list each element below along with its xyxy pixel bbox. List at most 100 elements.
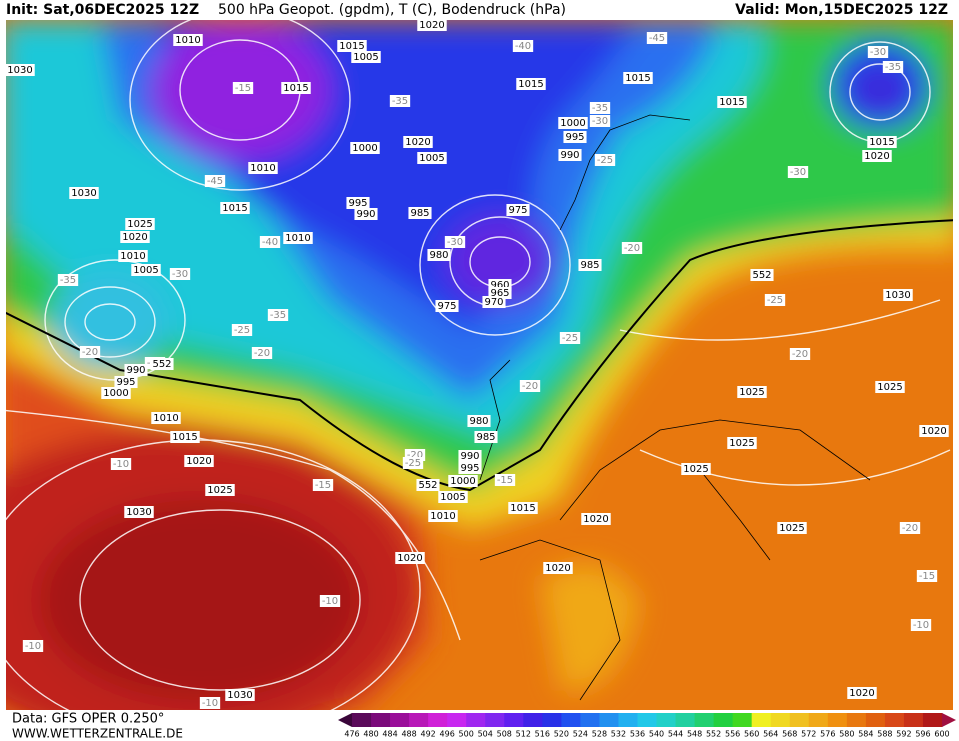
isobar-label-text: 1015 <box>283 83 308 94</box>
isobar-label: 1030 <box>883 289 913 301</box>
isobar-label-text: 1020 <box>921 426 946 437</box>
isobar-label-box <box>248 162 278 174</box>
isobar-label-text: 1010 <box>153 413 178 424</box>
colorbar-segment <box>542 713 562 727</box>
isobar-label-box <box>351 51 381 63</box>
isotherm-label-text: -25 <box>405 458 421 469</box>
isobar-label: 995 <box>114 376 138 388</box>
isotherm-label: -35 <box>389 95 411 107</box>
website: WWW.WETTERZENTRALE.DE <box>12 727 183 741</box>
isobar-label: 1010 <box>248 162 278 174</box>
isobar-label-text: 1015 <box>339 41 364 52</box>
isobar-label-box <box>438 491 468 503</box>
geopotential-label: 552 <box>150 358 174 370</box>
isobar-label-box <box>124 506 154 518</box>
isobar-label-text: 980 <box>429 250 448 261</box>
colorbar-tick-label: 560 <box>744 730 759 739</box>
isobar-label-text: 1005 <box>419 153 444 164</box>
isotherm-label-text: -25 <box>234 325 250 336</box>
isobar-label-text: 975 <box>508 205 527 216</box>
isobar-label: 1005 <box>131 264 161 276</box>
isotherm-label-box <box>512 40 534 52</box>
isobar-label-box <box>427 249 451 261</box>
isotherm-label-text: -20 <box>902 523 918 534</box>
isobar-label: 980 <box>427 249 451 261</box>
isotherm-label-box <box>402 457 424 469</box>
geopotential-label-box <box>416 479 440 491</box>
isotherm-label-text: -20 <box>792 349 808 360</box>
isotherm-label: -35 <box>267 309 289 321</box>
isotherm-label: -45 <box>646 32 668 44</box>
isotherm-label-box <box>319 595 341 607</box>
isotherm-label: -30 <box>787 166 809 178</box>
map-labels: 1010 1015 1005 1020 1030 1015 1015 1015 1015 1010… <box>5 19 949 709</box>
isobar-label-box <box>5 64 35 76</box>
isobar-label: 985 <box>578 259 602 271</box>
isobar-label-box <box>428 510 458 522</box>
isobar-label-box <box>114 376 138 388</box>
isobar-label-box <box>458 450 482 462</box>
isotherm-label: -45 <box>204 175 226 187</box>
isobar-label: 1010 <box>428 510 458 522</box>
isotherm-label-text: -15 <box>315 480 331 491</box>
isobar-label-text: 1015 <box>222 203 247 214</box>
valid-time: Valid: Mon,15DEC2025 12Z <box>735 2 948 18</box>
isobar-label: 1015 <box>170 431 200 443</box>
isobar-label: 975 <box>435 300 459 312</box>
colorbar-segment <box>808 713 829 727</box>
isobar-label-box <box>458 462 482 474</box>
isobar-label: 1020 <box>862 150 892 162</box>
isobar-label-text: 1015 <box>625 73 650 84</box>
isotherm-label-text: -30 <box>870 47 886 58</box>
isobar-label-box <box>118 250 148 262</box>
isobar-label-text: 1020 <box>419 20 444 31</box>
isotherm-label: -10 <box>319 595 341 607</box>
isotherm-label-text: -20 <box>407 450 423 461</box>
isobar-label: 1000 <box>101 387 131 399</box>
isobar-label-text: 1020 <box>864 151 889 162</box>
isotherm-label-text: -20 <box>82 347 98 358</box>
colorbar-segment <box>599 713 619 727</box>
isobar-label: 1025 <box>737 386 767 398</box>
isotherm-label: -20 <box>789 348 811 360</box>
isotherm-label-box <box>389 95 411 107</box>
isobar-label: 1030 <box>5 64 35 76</box>
colorbar-segment <box>751 713 772 727</box>
isobar-label-box <box>847 687 877 699</box>
isotherm-label: -40 <box>259 236 281 248</box>
isobar-label-box <box>125 218 155 230</box>
isotherm-label-text: -30 <box>447 237 463 248</box>
isobar-label-text: 1000 <box>560 118 585 129</box>
isotherm-label-text: -35 <box>270 310 286 321</box>
isobar-label-box <box>737 386 767 398</box>
geopotential-label-text: 552 <box>418 480 437 491</box>
isobar-label-box <box>482 296 506 308</box>
isobar-label-text: 1025 <box>739 387 764 398</box>
isobar-label: 990 <box>458 450 482 462</box>
isobar-label-box <box>919 425 949 437</box>
isobar-label-box <box>448 475 478 487</box>
isobar-label: 990 <box>124 364 148 376</box>
isobar-label-text: 1005 <box>440 492 465 503</box>
colorbar-tick-label: 484 <box>382 730 397 739</box>
colorbar-tick-label: 524 <box>573 730 588 739</box>
isobar-label: 1015 <box>337 40 367 52</box>
colorbar-segment <box>504 713 524 727</box>
isotherm-label-text: -25 <box>562 333 578 344</box>
isotherm-label: -30 <box>169 268 191 280</box>
isotherm-label-text: -45 <box>207 176 223 187</box>
colorbar-tick-label: 548 <box>687 730 702 739</box>
isobar-label-text: 1020 <box>397 553 422 564</box>
isobar-label: 1020 <box>543 562 573 574</box>
colorbar-segment <box>827 713 848 727</box>
colorbar-segment <box>618 713 638 727</box>
isobar-label: 970 <box>482 296 506 308</box>
isobar-label-text: 1000 <box>103 388 128 399</box>
isotherm-label-box <box>444 236 466 248</box>
isotherm-label-box <box>267 309 289 321</box>
isobar-label-text: 965 <box>490 288 509 299</box>
isotherm-label-text: -35 <box>592 103 608 114</box>
isobar-label: 1000 <box>448 475 478 487</box>
isobar-label: 1030 <box>69 187 99 199</box>
isobar-label: 1025 <box>727 437 757 449</box>
